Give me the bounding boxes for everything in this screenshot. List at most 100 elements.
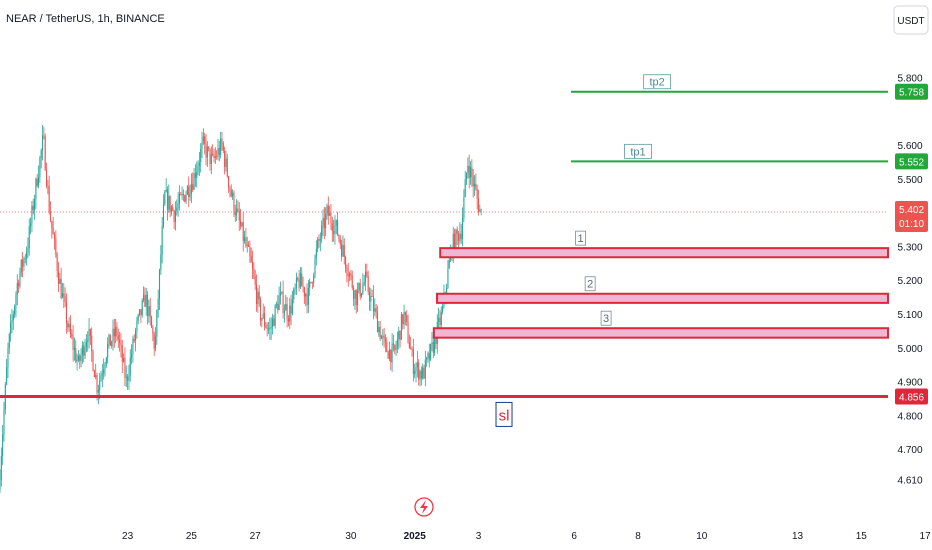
candle-body bbox=[88, 328, 90, 341]
candle-body bbox=[67, 323, 69, 328]
candle-body bbox=[157, 299, 159, 311]
y-tick-label: 5.500 bbox=[897, 175, 922, 186]
candle-body bbox=[305, 294, 307, 297]
candle-body bbox=[64, 296, 66, 302]
candle-body bbox=[65, 301, 68, 324]
axis-tag-tp2 bbox=[895, 83, 928, 100]
candle-body bbox=[196, 171, 198, 179]
candle-body bbox=[430, 343, 432, 360]
candle-body bbox=[97, 390, 99, 393]
candle-body bbox=[139, 309, 141, 315]
candle-body bbox=[323, 218, 325, 229]
candle-body bbox=[356, 290, 359, 306]
candle-body bbox=[315, 249, 317, 258]
x-tick-label: 30 bbox=[345, 531, 357, 542]
candle-body bbox=[463, 197, 465, 219]
candle-body bbox=[251, 262, 254, 270]
candle-body bbox=[222, 143, 224, 151]
candle-body bbox=[428, 352, 430, 360]
candle-body bbox=[269, 328, 271, 330]
candle-body bbox=[117, 335, 119, 340]
level-label-box-tp2 bbox=[643, 74, 672, 90]
y-tick-label: 5.200 bbox=[897, 276, 922, 287]
candle-body bbox=[248, 244, 250, 247]
candle-body bbox=[68, 324, 70, 328]
candle-body bbox=[427, 352, 429, 358]
candle-body bbox=[407, 321, 409, 343]
candle-body bbox=[273, 318, 275, 326]
candle-body bbox=[174, 210, 176, 222]
level-label-2: 2 bbox=[587, 279, 593, 291]
candle-body bbox=[399, 330, 401, 340]
candle-body bbox=[415, 367, 417, 372]
candle-body bbox=[71, 334, 73, 337]
candle-body bbox=[53, 234, 56, 239]
candle-body bbox=[364, 271, 367, 283]
candle-body bbox=[236, 208, 238, 216]
candle-body bbox=[156, 310, 158, 337]
candle-body bbox=[367, 276, 369, 292]
x-tick-label: 17 bbox=[920, 531, 932, 542]
x-tick-label: 23 bbox=[122, 531, 134, 542]
candle-body bbox=[76, 360, 78, 362]
candle-body bbox=[333, 231, 335, 234]
candle-body bbox=[390, 349, 392, 363]
candle-body bbox=[250, 255, 252, 263]
candle-body bbox=[275, 304, 278, 306]
candle-body bbox=[221, 138, 223, 144]
candle-body bbox=[111, 341, 113, 346]
candle-body bbox=[113, 328, 115, 337]
candle-body bbox=[278, 295, 280, 311]
candle-body bbox=[36, 178, 38, 186]
candle-body bbox=[158, 269, 161, 300]
candle-body bbox=[337, 220, 339, 236]
candle-body bbox=[322, 218, 324, 226]
candle-body bbox=[229, 187, 231, 190]
candle-body bbox=[254, 276, 256, 285]
candle-body bbox=[372, 296, 375, 312]
lightning-icon[interactable] bbox=[414, 497, 434, 517]
candle-body bbox=[321, 225, 323, 239]
candle-body bbox=[459, 233, 461, 242]
candle-body bbox=[6, 367, 8, 385]
candle-body bbox=[149, 306, 151, 317]
level-label-3: 3 bbox=[603, 313, 609, 325]
x-tick-label: 15 bbox=[856, 531, 868, 542]
candle-body bbox=[271, 318, 274, 327]
candle-body bbox=[52, 227, 54, 235]
candle-body bbox=[18, 282, 20, 287]
candle-body bbox=[8, 334, 10, 349]
candle-body bbox=[115, 326, 117, 337]
candle-body bbox=[263, 313, 266, 326]
candle-body bbox=[123, 357, 125, 362]
candle-body bbox=[204, 136, 206, 145]
candle-body bbox=[274, 305, 276, 326]
candle-body bbox=[465, 172, 468, 180]
candle-body bbox=[188, 186, 190, 197]
candle-body bbox=[240, 220, 242, 227]
candle-body bbox=[11, 319, 13, 323]
candle-body bbox=[295, 277, 297, 289]
candle-body bbox=[51, 220, 53, 228]
currency-button[interactable]: USDT bbox=[893, 5, 929, 35]
y-tick-label: 4.610 bbox=[897, 476, 922, 487]
candle-body bbox=[166, 189, 169, 210]
candle-body bbox=[471, 167, 473, 178]
candle-body bbox=[72, 336, 74, 350]
candle-body bbox=[476, 189, 478, 199]
candle-body bbox=[31, 205, 33, 224]
candle-body bbox=[173, 210, 175, 222]
candle-body bbox=[80, 354, 82, 362]
candle-body bbox=[210, 153, 212, 164]
candle-body bbox=[241, 222, 243, 227]
candle-body bbox=[16, 282, 18, 295]
current-price-label: 5.402 bbox=[899, 205, 924, 216]
candle-body bbox=[201, 141, 203, 150]
candle-body bbox=[26, 252, 28, 259]
candle-body bbox=[169, 195, 171, 212]
candle-body bbox=[193, 173, 195, 190]
candle-body bbox=[165, 189, 167, 192]
candle-body bbox=[456, 229, 458, 234]
